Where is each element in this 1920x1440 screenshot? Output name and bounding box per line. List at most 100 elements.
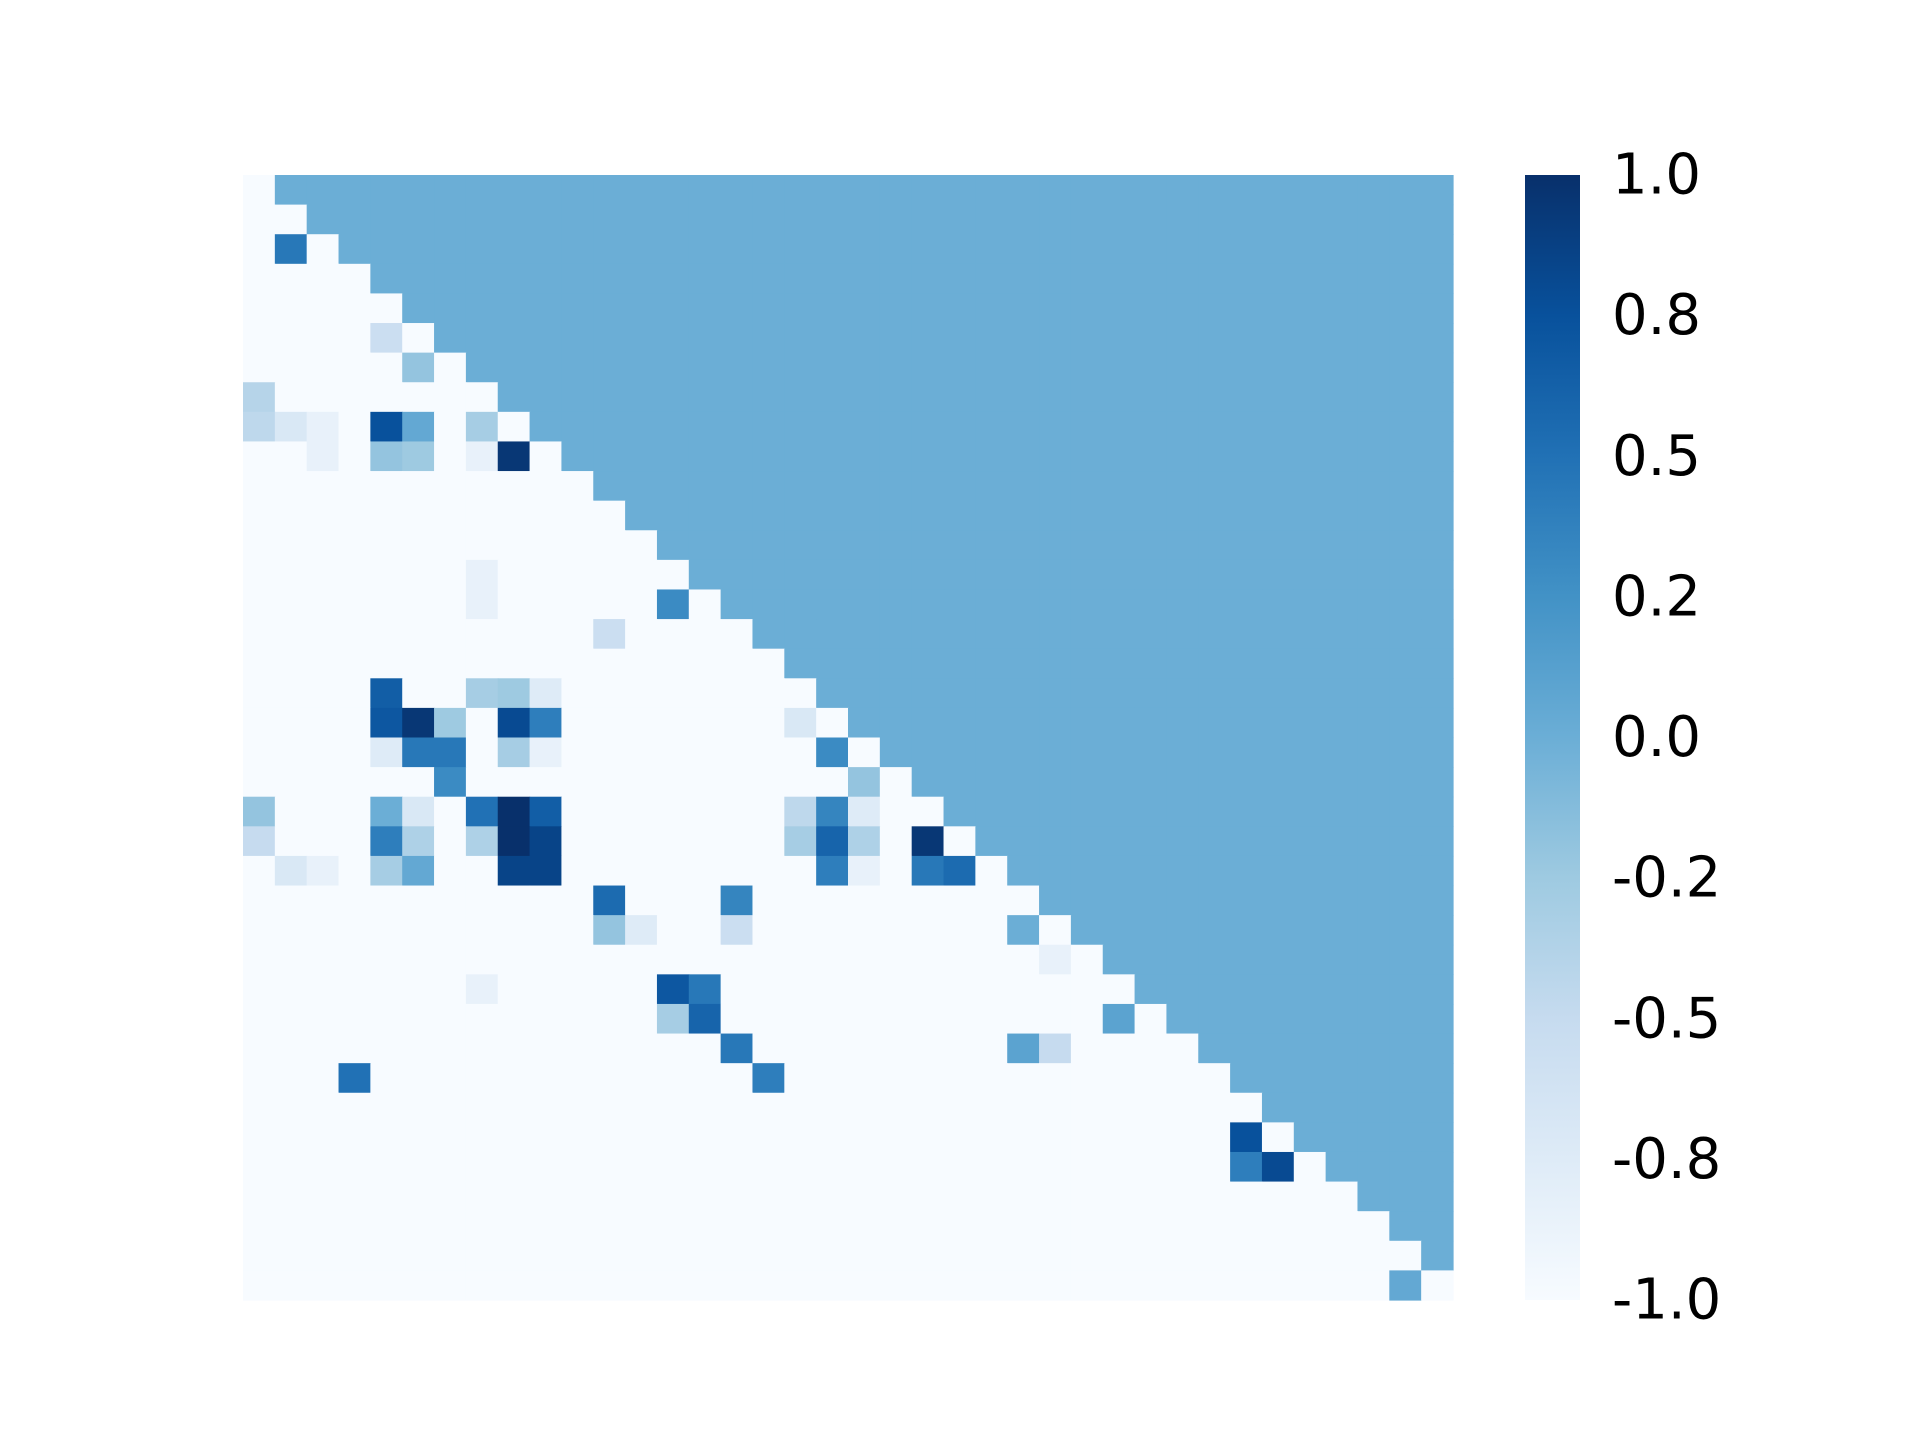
heatmap-cell [1166, 1063, 1199, 1094]
heatmap-cell [1293, 796, 1327, 827]
heatmap-cell [1039, 648, 1072, 679]
heatmap-cell [497, 767, 531, 798]
heatmap-cell [1293, 323, 1327, 354]
heatmap-cell [497, 974, 531, 1005]
heatmap-cell [720, 974, 754, 1005]
heatmap-cell [1261, 1240, 1295, 1271]
heatmap-cell [593, 707, 626, 739]
heatmap-cell [465, 767, 499, 798]
heatmap-cell [1134, 1181, 1168, 1212]
heatmap-cell [274, 619, 308, 650]
heatmap-cell [1102, 204, 1136, 235]
heatmap-cell [1102, 352, 1136, 383]
heatmap-cell [625, 619, 658, 650]
heatmap-cell [465, 1211, 499, 1242]
heatmap-cell [1357, 796, 1390, 827]
heatmap-cell [1421, 175, 1454, 206]
heatmap-cell [1166, 707, 1199, 739]
heatmap-cell [1261, 1270, 1295, 1301]
heatmap-cell [625, 234, 658, 265]
heatmap-cell [1007, 855, 1040, 887]
heatmap-cell [306, 826, 340, 857]
heatmap-cell [370, 382, 403, 413]
heatmap-cell [975, 1211, 1008, 1242]
heatmap-cell [370, 204, 403, 235]
heatmap-cell [1261, 559, 1295, 591]
heatmap-cell [1039, 1240, 1072, 1271]
heatmap-cell [243, 175, 276, 206]
heatmap-cell [625, 441, 658, 472]
heatmap-cell [1325, 1122, 1359, 1153]
heatmap-cell [1230, 1240, 1263, 1271]
heatmap-cell [688, 885, 722, 916]
heatmap-cell [1039, 441, 1072, 472]
heatmap-cell [1421, 855, 1454, 887]
heatmap-cell [465, 175, 499, 206]
heatmap-cell [465, 678, 499, 709]
heatmap-cell [1134, 471, 1168, 502]
heatmap-cell [497, 352, 531, 383]
heatmap-cell [1389, 1092, 1422, 1123]
heatmap-cell [1007, 204, 1040, 235]
heatmap-cell [1325, 1240, 1359, 1271]
heatmap-cell [1198, 1270, 1231, 1301]
heatmap-cell [1293, 944, 1327, 975]
heatmap-cell [338, 1151, 371, 1183]
heatmap-cell [1198, 855, 1231, 887]
heatmap-cell [784, 855, 817, 887]
heatmap-cell [1166, 441, 1199, 472]
heatmap-cell [1230, 1122, 1263, 1153]
heatmap-cell [816, 1003, 849, 1035]
heatmap-cell [1166, 411, 1199, 443]
heatmap-cell [561, 589, 594, 620]
heatmap-cell [784, 589, 817, 620]
heatmap-cell [752, 796, 785, 827]
heatmap-cell [402, 648, 435, 679]
heatmap-cell [1357, 855, 1390, 887]
heatmap-cell [497, 678, 531, 709]
heatmap-cell [720, 737, 754, 768]
heatmap-cell [879, 1003, 913, 1035]
colorbar [1525, 175, 1580, 1300]
heatmap-cell [879, 826, 913, 857]
heatmap-cell [1198, 1092, 1231, 1123]
heatmap-cell [784, 1063, 817, 1094]
heatmap-cell [1070, 885, 1104, 916]
heatmap-cell [1230, 500, 1263, 531]
heatmap-cell [1357, 678, 1390, 709]
heatmap-cell [1134, 352, 1168, 383]
heatmap-cell [1389, 1181, 1422, 1212]
heatmap-cell [911, 204, 945, 235]
heatmap-cell [1389, 234, 1422, 265]
heatmap-cell [1134, 530, 1168, 561]
heatmap-cell [1166, 382, 1199, 413]
heatmap-cell [561, 855, 594, 887]
heatmap-cell [1007, 175, 1040, 206]
heatmap-cell [370, 915, 403, 946]
heatmap-cell [784, 411, 817, 443]
heatmap-cell [879, 1122, 913, 1153]
heatmap-cell [848, 263, 881, 295]
colorbar-tick-label: 0.5 [1612, 424, 1701, 489]
heatmap-cell [1039, 885, 1072, 916]
heatmap-cell [338, 648, 371, 679]
heatmap-cell [434, 1240, 467, 1271]
heatmap-cell [816, 855, 849, 887]
heatmap-cell [656, 915, 690, 946]
heatmap-cell [879, 234, 913, 265]
heatmap-cell [434, 175, 467, 206]
heatmap-cell [402, 589, 435, 620]
heatmap-cell [593, 441, 626, 472]
heatmap-cell [497, 707, 531, 739]
heatmap-cell [816, 1122, 849, 1153]
heatmap-cell [720, 855, 754, 887]
heatmap-cell [1230, 263, 1263, 295]
heatmap-cell [752, 1122, 785, 1153]
heatmap-cell [593, 915, 626, 946]
heatmap-cell [848, 1122, 881, 1153]
heatmap-cell [911, 1240, 945, 1271]
heatmap-cell [306, 1092, 340, 1123]
heatmap-cell [338, 1240, 371, 1271]
heatmap-cell [593, 619, 626, 650]
heatmap-cell [529, 471, 563, 502]
